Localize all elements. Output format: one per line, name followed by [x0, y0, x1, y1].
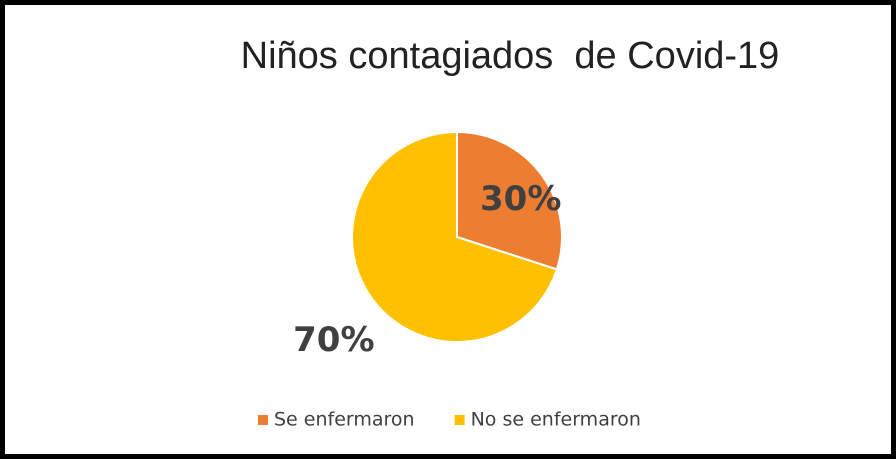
legend-swatch [258, 415, 268, 425]
pie-slice [351, 130, 559, 343]
pie-slice [456, 130, 563, 271]
chart-title: Niños contagiados de Covid-19 [241, 35, 780, 77]
data-label: 70% [293, 320, 374, 360]
data-label: 30% [480, 179, 561, 219]
legend-swatch [454, 415, 465, 425]
legend-label: No se enfermaron [471, 409, 641, 431]
legend-label: Se enfermaron [274, 409, 415, 431]
